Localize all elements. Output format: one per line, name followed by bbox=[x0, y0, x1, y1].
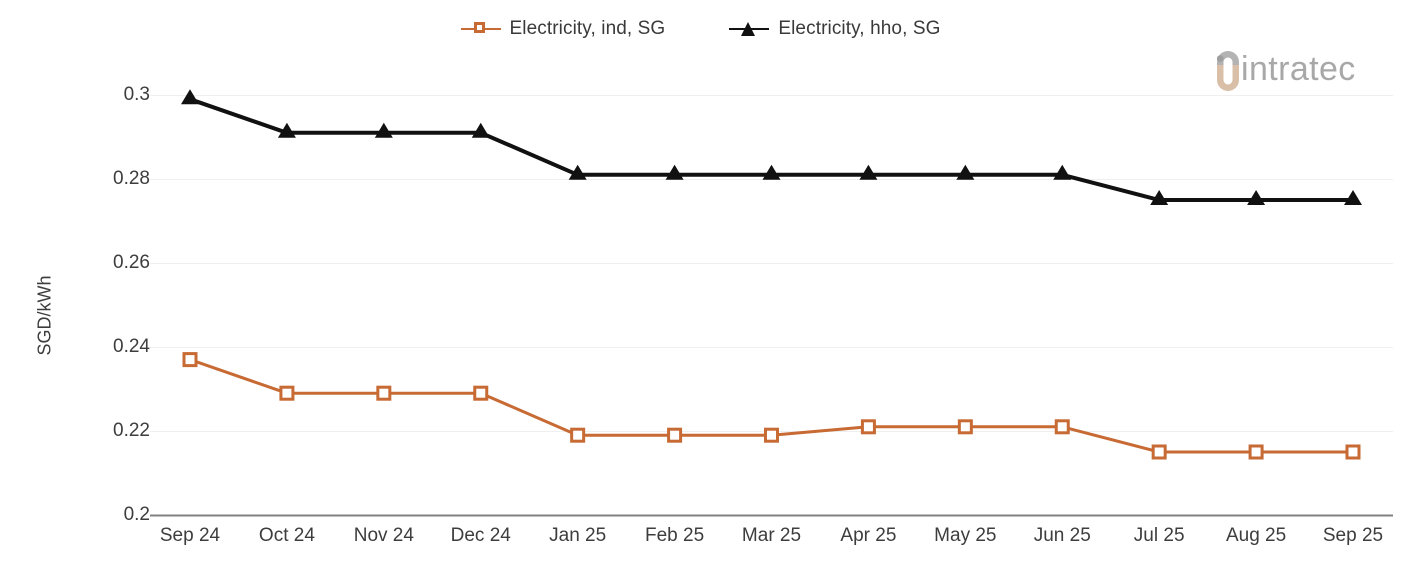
y-tick-label: 0.2 bbox=[123, 504, 150, 525]
data-point[interactable] bbox=[956, 164, 975, 180]
y-tick-label: 0.24 bbox=[113, 336, 150, 357]
y-tick-label: 0.3 bbox=[123, 84, 150, 105]
data-point[interactable] bbox=[1054, 419, 1070, 435]
series-electricity-ind bbox=[182, 352, 1361, 460]
data-point[interactable] bbox=[1150, 190, 1169, 205]
data-point[interactable] bbox=[1344, 190, 1362, 205]
chart-series-layer bbox=[181, 89, 1362, 460]
x-tick-label: Sep 24 bbox=[159, 525, 221, 546]
x-tick-label: Jun 25 bbox=[1033, 525, 1091, 546]
data-point[interactable] bbox=[1053, 164, 1072, 180]
data-point[interactable] bbox=[764, 427, 779, 443]
y-axis-title: SGD/kWh bbox=[34, 275, 55, 356]
x-tick-label: Oct 24 bbox=[258, 525, 315, 546]
chart-legend: Electricity, ind, SG Electricity, hho, S… bbox=[0, 12, 1401, 46]
legend-marker-open-square-icon bbox=[460, 20, 501, 38]
y-tick-label: 0.28 bbox=[113, 168, 150, 189]
data-point[interactable] bbox=[279, 385, 295, 401]
data-point[interactable] bbox=[762, 164, 781, 180]
x-tick-label: May 25 bbox=[934, 525, 997, 546]
x-tick-label: Sep 25 bbox=[1322, 525, 1384, 546]
x-tick-label: Mar 25 bbox=[741, 525, 802, 546]
data-point[interactable] bbox=[1151, 444, 1167, 460]
y-tick-label: 0.26 bbox=[113, 252, 150, 273]
series-line bbox=[189, 97, 1353, 202]
logo-bowl-bottom-icon bbox=[1217, 65, 1239, 91]
data-point[interactable] bbox=[473, 385, 489, 401]
x-tick-label: Apr 25 bbox=[840, 525, 897, 546]
data-point[interactable] bbox=[374, 122, 393, 138]
legend-item-electricity-ind[interactable]: Electricity, ind, SG bbox=[460, 18, 666, 40]
legend-label-electricity-ind: Electricity, ind, SG bbox=[509, 18, 666, 39]
data-point[interactable] bbox=[568, 164, 587, 180]
x-tick-label: Aug 25 bbox=[1225, 525, 1287, 546]
data-point[interactable] bbox=[860, 419, 876, 435]
data-point[interactable] bbox=[667, 427, 683, 443]
data-point[interactable] bbox=[277, 122, 296, 138]
logo-dot-icon bbox=[1216, 55, 1224, 62]
intratec-logo: intratec bbox=[1216, 50, 1356, 91]
data-point[interactable] bbox=[1248, 444, 1264, 460]
series-electricity-hho bbox=[181, 89, 1362, 205]
legend-label-electricity-hho: Electricity, hho, SG bbox=[778, 18, 941, 39]
x-tick-label: Dec 24 bbox=[450, 525, 511, 546]
logo-wordmark: intratec bbox=[1241, 50, 1356, 88]
data-point[interactable] bbox=[376, 385, 392, 401]
data-point[interactable] bbox=[957, 419, 973, 435]
data-point[interactable] bbox=[859, 164, 878, 180]
chart-gridlines bbox=[150, 95, 1393, 432]
x-tick-label: Jan 25 bbox=[549, 525, 607, 546]
data-point[interactable] bbox=[570, 427, 586, 443]
data-point[interactable] bbox=[471, 122, 490, 138]
data-point[interactable] bbox=[181, 89, 199, 105]
data-point[interactable] bbox=[665, 164, 684, 180]
legend-marker-filled-triangle-icon bbox=[729, 20, 770, 38]
x-tick-label: Jul 25 bbox=[1133, 525, 1185, 546]
data-point[interactable] bbox=[1345, 444, 1361, 460]
data-point[interactable] bbox=[1247, 190, 1266, 205]
x-tick-label: Feb 25 bbox=[645, 525, 705, 546]
x-tick-label: Nov 24 bbox=[353, 525, 414, 546]
y-tick-label: 0.22 bbox=[113, 420, 150, 441]
legend-item-electricity-hho[interactable]: Electricity, hho, SG bbox=[729, 18, 940, 40]
data-point[interactable] bbox=[182, 352, 198, 368]
